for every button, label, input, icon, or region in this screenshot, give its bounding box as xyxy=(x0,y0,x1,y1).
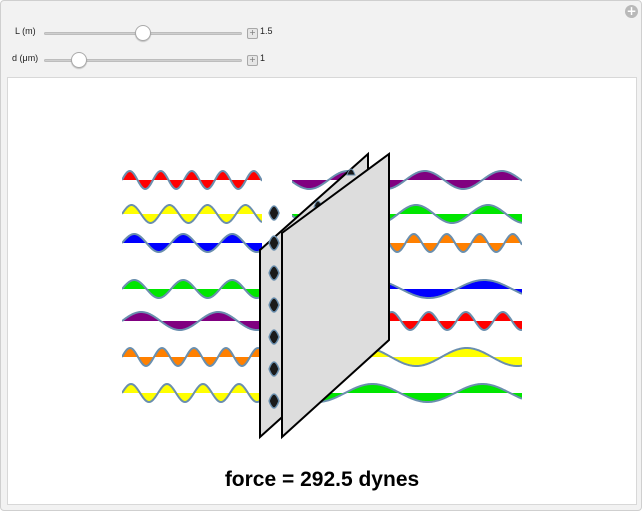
gap-wave-2 xyxy=(268,235,280,251)
left-wave-7-line xyxy=(122,382,262,404)
gap-wave-5 xyxy=(268,329,280,345)
slider-d-label: d (μm) xyxy=(12,53,39,63)
left-wave-4-line xyxy=(122,278,262,300)
slider-d-value: 1 xyxy=(260,53,266,63)
gap-wave-top-1 xyxy=(346,168,356,176)
right-wave-7-line xyxy=(292,383,522,403)
plates-group xyxy=(259,151,390,440)
slider-L-label: L (m) xyxy=(15,26,36,36)
left-wave-3-line xyxy=(122,232,262,254)
left-wave-7-fill xyxy=(122,384,262,402)
left-wave-4-fill xyxy=(122,280,262,298)
slider-d-expand-icon[interactable]: + xyxy=(247,55,258,66)
slider-row-L: L (m) + 1.5 xyxy=(0,23,300,43)
gap-wave-3 xyxy=(268,265,280,281)
slider-row-d: d (μm) + 1 xyxy=(0,50,300,70)
back-plate xyxy=(281,152,390,440)
left-wave-5-line xyxy=(122,310,262,332)
left-wave-3-fill xyxy=(122,234,262,252)
panel-options-icon[interactable]: + xyxy=(625,4,638,18)
left-wave-group xyxy=(122,169,262,404)
gap-wave-4 xyxy=(268,297,280,313)
force-readout: force = 292.5 dynes xyxy=(224,468,420,491)
right-wave-1-line xyxy=(292,169,522,191)
gap-wave-1 xyxy=(268,205,280,221)
left-wave-1-line xyxy=(122,169,262,191)
left-wave-6-line xyxy=(122,346,262,368)
slider-L-value: 1.5 xyxy=(260,26,273,36)
slider-L-expand-icon[interactable]: + xyxy=(247,28,258,39)
right-wave-4-fill xyxy=(292,280,522,298)
slider-L-thumb[interactable] xyxy=(135,25,151,41)
left-wave-2-fill xyxy=(122,205,262,223)
slider-d-track[interactable] xyxy=(44,59,242,62)
gap-wave-6 xyxy=(268,361,280,377)
left-wave-5-fill xyxy=(122,312,262,330)
slider-d-thumb[interactable] xyxy=(71,52,88,68)
gap-wave-7 xyxy=(268,393,280,409)
left-wave-2-line xyxy=(122,204,262,224)
